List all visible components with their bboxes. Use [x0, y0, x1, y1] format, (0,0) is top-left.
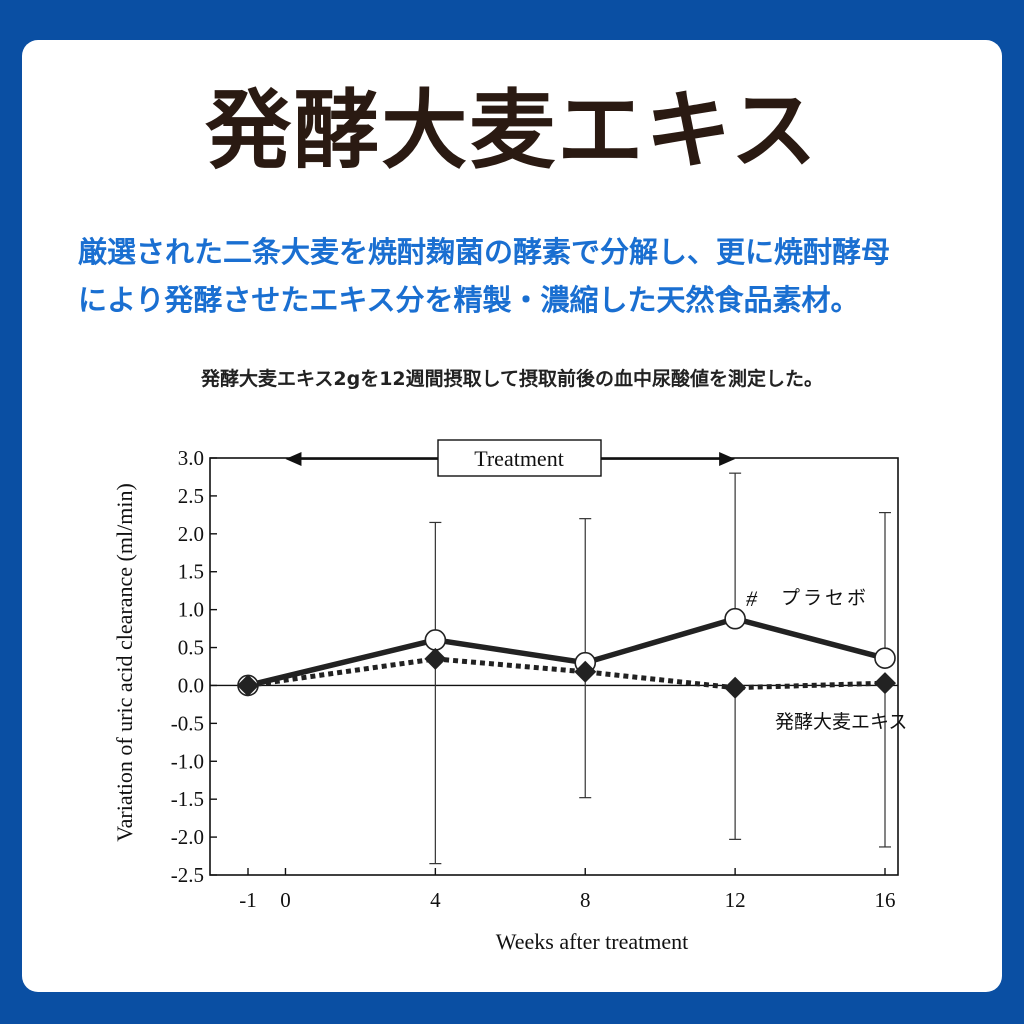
product-description: 厳選された二条大麦を焼酎麹菌の酵素で分解し、更に焼酎酵母 により発酵させたエキス… [78, 228, 978, 324]
placebo-point [724, 607, 746, 630]
extract-point [424, 647, 447, 670]
y-tick-label: 0.5 [178, 636, 204, 660]
series-label-extract: 発酵大麦エキス [775, 711, 907, 733]
y-tick-label: 2.5 [178, 484, 204, 508]
y-tick-label: 0.0 [178, 673, 204, 697]
description-line-2: により発酵させたエキス分を精製・濃縮した天然食品素材。 [78, 283, 860, 317]
treatment-label: Treatment [474, 446, 564, 471]
extract-point [237, 674, 259, 697]
page-title: 発酵大麦エキス [205, 81, 819, 181]
x-tick-label: 0 [280, 888, 291, 912]
y-tick-label: -1.0 [171, 749, 204, 773]
y-tick-label: 1.0 [178, 598, 204, 622]
significance-marker: # [746, 586, 758, 611]
y-axis-label: Variation of uric acid clearance (ml/min… [112, 483, 137, 842]
placebo-point [874, 647, 896, 669]
y-tick-label: -2.5 [171, 863, 204, 887]
y-tick-label: -2.0 [171, 825, 204, 849]
x-tick-label: 4 [430, 888, 441, 912]
series-line-extract [247, 656, 886, 691]
study-note: 発酵大麦エキス2gを12週間摂取して摂取前後の血中尿酸値を測定した。 [200, 368, 824, 390]
x-tick-label: 8 [580, 888, 591, 912]
content-card [22, 40, 1002, 992]
x-tick-label: -1 [239, 888, 257, 912]
y-tick-label: 2.0 [178, 522, 204, 546]
treatment-arrow-left-head [285, 452, 302, 466]
plot-frame [209, 457, 899, 876]
x-axis-label: Weeks after treatment [496, 929, 688, 954]
y-tick-label: -0.5 [171, 711, 204, 735]
treatment-box [437, 439, 602, 477]
placebo-point [424, 629, 447, 651]
series-line-placebo [247, 615, 886, 689]
extract-point [724, 676, 747, 699]
extract-point [574, 660, 597, 683]
x-tick-label: 12 [725, 888, 746, 912]
series-label-placebo: プラセボ [781, 587, 869, 609]
description-line-1: 厳選された二条大麦を焼酎麹菌の酵素で分解し、更に焼酎酵母 [78, 235, 891, 269]
y-tick-label: 3.0 [178, 446, 204, 470]
x-tick-label: 16 [875, 888, 896, 912]
extract-point [874, 672, 896, 695]
y-tick-label: -1.5 [171, 787, 204, 811]
y-tick-label: 1.5 [178, 560, 204, 584]
treatment-arrow-right-head [719, 452, 736, 466]
